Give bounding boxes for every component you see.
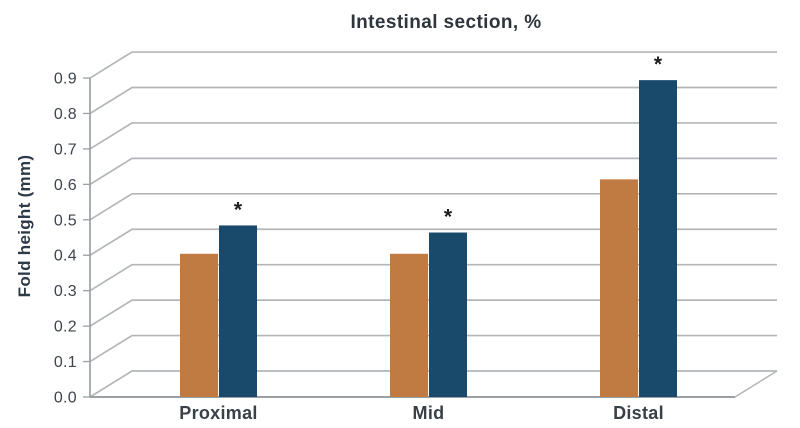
bar-mid-orange-series bbox=[390, 253, 428, 397]
bar-layer bbox=[180, 80, 677, 398]
y-tick-label: 0.9 bbox=[54, 71, 77, 88]
y-tick-label: 0.3 bbox=[54, 283, 77, 300]
y-tick-label: 0.0 bbox=[54, 390, 77, 407]
gridline bbox=[89, 122, 777, 150]
gridline bbox=[89, 334, 777, 363]
y-tick-label: 0.2 bbox=[54, 319, 77, 336]
significance-asterisk-mid: * bbox=[444, 206, 453, 229]
bar-proximal-navy-series bbox=[219, 225, 257, 397]
bar-proximal-orange-series bbox=[180, 253, 218, 397]
gridline bbox=[89, 370, 777, 398]
gridline bbox=[89, 192, 777, 221]
chart-title: Intestinal section, % bbox=[350, 12, 541, 33]
bar-distal-orange-series bbox=[600, 179, 638, 397]
gridline bbox=[89, 86, 777, 115]
category-label-proximal: Proximal bbox=[179, 403, 257, 423]
y-tick-label: 0.5 bbox=[54, 212, 77, 229]
category-label-mid: Mid bbox=[413, 403, 445, 423]
gridline bbox=[89, 263, 777, 292]
bar-distal-navy-series bbox=[639, 80, 677, 398]
y-tick-label: 0.1 bbox=[54, 354, 77, 371]
gridline bbox=[89, 299, 777, 327]
significance-asterisk-distal: * bbox=[654, 53, 663, 76]
significance-asterisk-proximal: * bbox=[234, 198, 243, 221]
gridline bbox=[89, 157, 777, 186]
y-axis-label: Fold height (mm) bbox=[15, 155, 34, 298]
y-tick-label: 0.4 bbox=[54, 248, 77, 265]
y-tick-label: 0.6 bbox=[54, 177, 77, 194]
label-layer: * Proximal * Mid * Distal bbox=[179, 53, 664, 423]
gridline-layer: 0.0 0.1 0.2 0.3 0.4 0.5 0.6 0.7 0.8 0.9 bbox=[54, 51, 777, 407]
gridline bbox=[89, 51, 777, 79]
y-tick-label: 0.8 bbox=[54, 106, 77, 123]
category-label-distal: Distal bbox=[613, 403, 664, 423]
y-tick-label: 0.7 bbox=[54, 141, 77, 158]
floor-depth-line bbox=[734, 370, 778, 398]
bar-mid-navy-series bbox=[429, 232, 467, 397]
gridline bbox=[89, 228, 777, 256]
